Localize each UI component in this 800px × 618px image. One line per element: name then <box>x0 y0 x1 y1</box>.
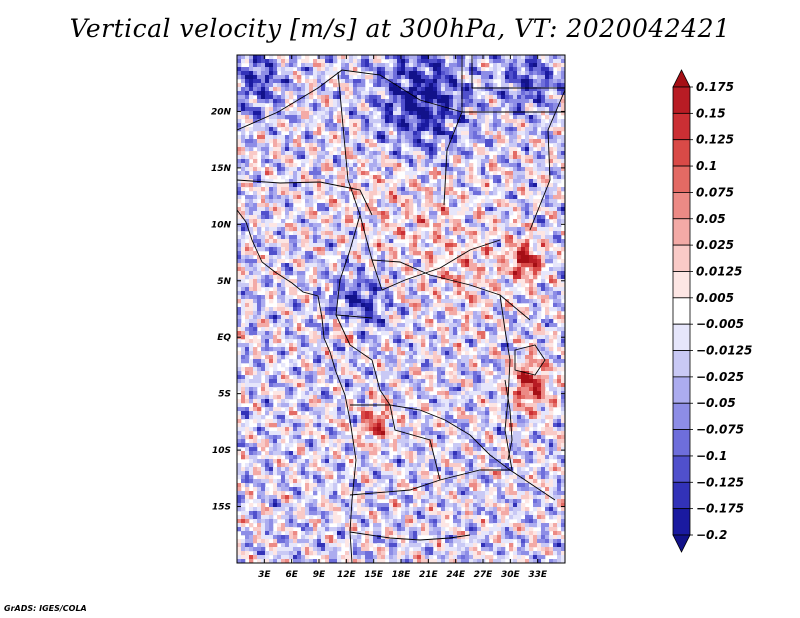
x-tick-label: 18E <box>392 570 412 580</box>
y-tick-label: 15S <box>212 503 231 513</box>
colorbar-label: −0.025 <box>696 370 744 384</box>
lake-victoria <box>514 344 546 376</box>
velocity-field <box>237 55 565 563</box>
x-tick-label: 12E <box>337 570 357 580</box>
colorbar-label: −0.075 <box>696 423 744 437</box>
colorbar-segment <box>672 350 691 378</box>
colorbar-segment <box>672 112 691 141</box>
x-tick-label: 9E <box>313 570 326 580</box>
colorbar-extend-top <box>672 69 691 88</box>
colorbar <box>672 69 693 553</box>
x-tick-label: 30E <box>501 570 521 580</box>
colorbar-segment <box>672 481 691 510</box>
colorbar-segment <box>672 192 691 220</box>
colorbar-label: −0.125 <box>696 475 744 489</box>
y-tick-label: 15N <box>211 164 232 174</box>
colorbar-segment <box>672 218 691 246</box>
lake-tanganyika <box>504 379 513 461</box>
colorbar-segment <box>672 508 691 536</box>
colorbar-segment <box>672 402 691 430</box>
x-tick-label: 6E <box>285 570 298 580</box>
x-tick-label: 24E <box>446 570 466 580</box>
border-libya-egypt <box>443 55 463 206</box>
coastline-west <box>237 209 357 563</box>
border-drc-east <box>499 294 513 471</box>
x-tick-label: 33E <box>528 570 548 580</box>
colorbar-label: 0.025 <box>696 238 734 252</box>
country-borders <box>237 55 565 563</box>
border-namibia <box>349 531 471 541</box>
colorbar-segment <box>672 165 691 193</box>
border-zambia <box>439 469 556 501</box>
x-tick-label: 3E <box>258 570 271 580</box>
border-car <box>371 259 531 321</box>
axis-ticks <box>237 55 565 563</box>
colorbar-label: 0.15 <box>696 106 726 120</box>
colorbar-label: 0.1 <box>696 159 717 173</box>
y-tick-label: 5N <box>217 277 231 287</box>
axis-labels: 3E 6E 9E 12E 15E 18E 21E 24E 27E 30E 33E 20N 15N 10N 5… <box>211 107 548 580</box>
colorbar-segment <box>672 323 691 351</box>
x-tick-label: 21E <box>419 570 439 580</box>
border-niger-nigeria <box>237 179 373 216</box>
border-cameroon <box>335 214 373 319</box>
colorbar-label: −0.2 <box>696 528 727 542</box>
border-northeast <box>471 55 565 89</box>
colorbar-segment <box>672 455 691 483</box>
y-tick-label: 20N <box>211 107 232 117</box>
border-angola <box>349 404 441 496</box>
y-tick-label: 5S <box>218 390 231 400</box>
colorbar-label: 0.05 <box>696 212 726 226</box>
colorbar-label: 0.125 <box>696 133 734 147</box>
colorbar-segment <box>672 271 691 299</box>
colorbar-label: −0.1 <box>696 449 727 463</box>
y-tick-label: 10S <box>212 446 231 456</box>
colorbar-label: 0.0125 <box>696 264 742 278</box>
border-east <box>529 89 565 231</box>
colorbar-segment <box>672 297 691 325</box>
colorbar-labels: 0.175 0.15 0.125 0.1 0.075 0.05 0.025 0.0125 0.0… <box>696 80 752 542</box>
colorbar-segment <box>672 376 691 404</box>
colorbar-label: 0.005 <box>696 291 734 305</box>
colorbar-label: −0.05 <box>696 396 736 410</box>
colorbar-segment <box>672 86 691 114</box>
x-tick-label: 27E <box>474 570 494 580</box>
colorbar-segment <box>672 139 691 167</box>
border-chad <box>337 71 501 291</box>
colorbar-label: 0.175 <box>696 80 734 94</box>
chart-title: Vertical velocity [m/s] at 300hPa, VT: 2… <box>69 14 731 43</box>
colorbar-segment <box>672 244 691 272</box>
colorbar-extend-bottom <box>672 534 691 553</box>
y-tick-label: 10N <box>211 220 232 230</box>
colorbar-label: −0.005 <box>696 317 744 331</box>
y-tick-label: EQ <box>217 333 231 343</box>
colorbar-label: 0.075 <box>696 185 734 199</box>
border-sahara-north <box>237 69 463 131</box>
colorbar-segment <box>672 429 691 457</box>
border-congo <box>335 314 511 471</box>
x-tick-label: 15E <box>364 570 384 580</box>
grads-credit: GrADS: IGES/COLA <box>4 604 87 613</box>
colorbar-label: −0.175 <box>696 502 744 516</box>
colorbar-label: −0.0125 <box>696 344 752 358</box>
